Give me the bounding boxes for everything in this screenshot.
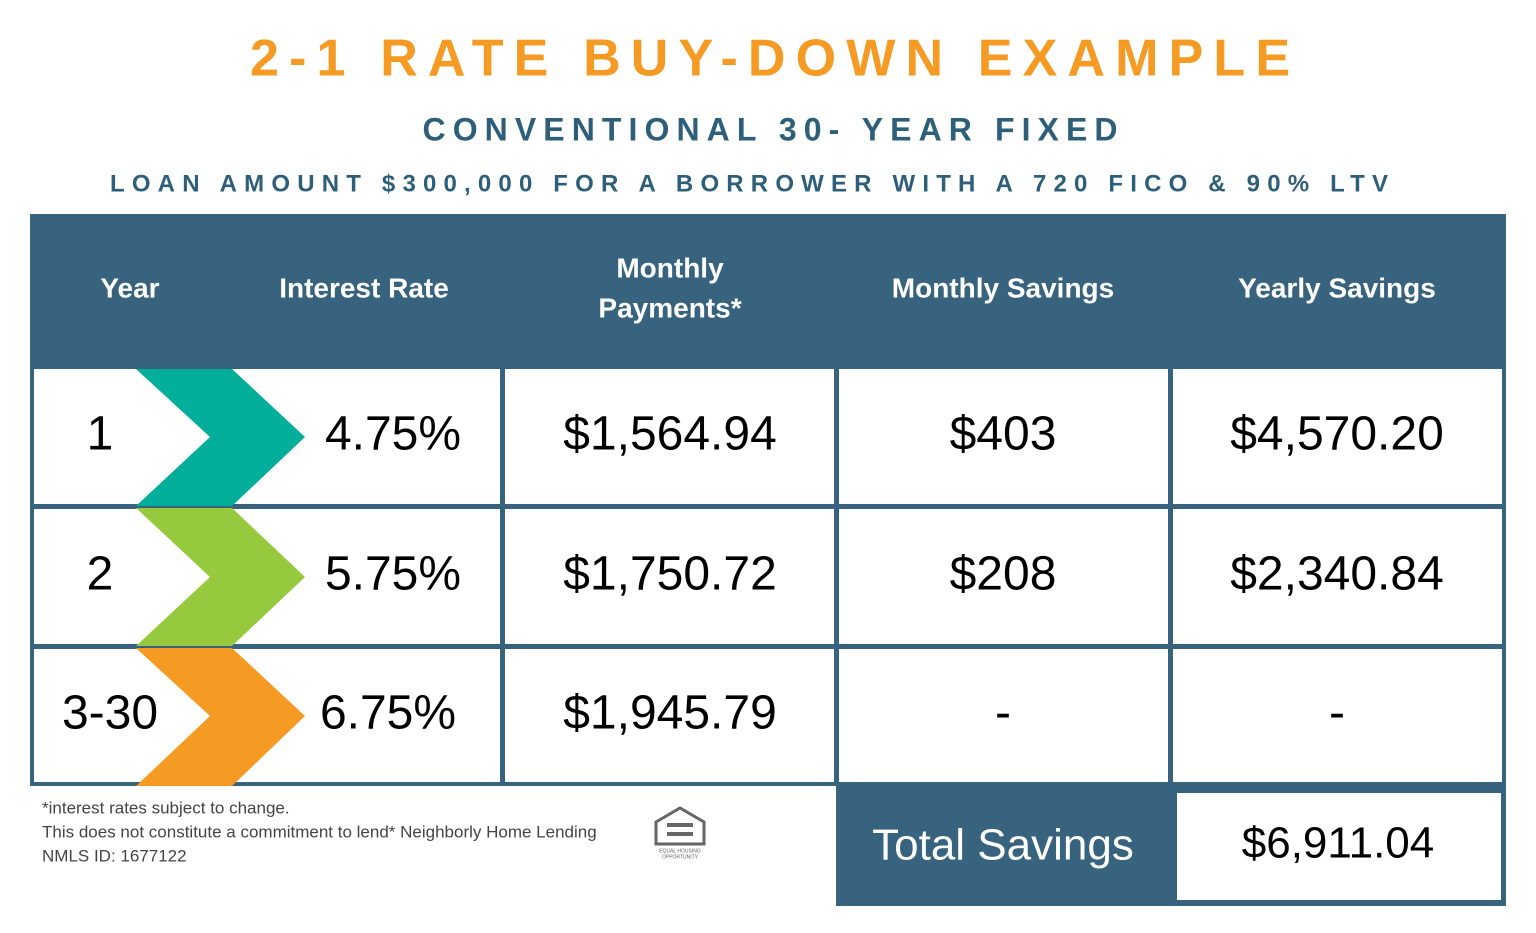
detail: LOAN AMOUNT $300,000 FOR A BORROWER WITH… [110, 170, 1388, 197]
col-header: Interest Rate [279, 272, 449, 303]
monthly-savings: $403 [950, 408, 1057, 461]
note: *interest rates subject to change. [42, 798, 290, 817]
total-value: $6,911.04 [1242, 819, 1434, 868]
note: NMLS ID: 1677122 [42, 846, 187, 865]
col-header: Yearly Savings [1238, 272, 1436, 303]
year: 2 [87, 548, 114, 601]
total-label-cell [836, 786, 1170, 906]
rate: 5.75% [325, 548, 461, 601]
equal-housing-logo: EQUAL HOUSING OPPORTUNITY [654, 806, 706, 860]
chevron [136, 508, 305, 646]
rows: 1 4.75% $1,564.94 $403 $4,570.20 2 5.75% $1,750… [62, 408, 1444, 740]
total-label: Total Savings [872, 821, 1134, 870]
yearly-savings: - [1329, 687, 1345, 740]
col-header: Monthly Savings [892, 272, 1114, 303]
col-header: Monthly [616, 252, 724, 283]
chevron [136, 648, 305, 786]
yearly-savings: $2,340.84 [1230, 548, 1444, 601]
year: 1 [87, 408, 114, 461]
logo-text: OPPORTUNITY [662, 854, 699, 860]
subtitle: CONVENTIONAL 30- YEAR FIXED [423, 111, 1118, 147]
monthly-savings: - [995, 687, 1011, 740]
payment: $1,564.94 [563, 408, 777, 461]
cells [34, 369, 1502, 782]
year: 3-30 [62, 687, 158, 740]
col-header: Payments* [598, 292, 741, 323]
rate: 4.75% [325, 408, 461, 461]
col-header: Year [100, 272, 159, 303]
chevron [136, 369, 305, 506]
yearly-savings: $4,570.20 [1230, 408, 1444, 461]
total-value-cell [1177, 793, 1501, 900]
payment: $1,945.79 [563, 687, 777, 740]
payment: $1,750.72 [563, 548, 777, 601]
monthly-savings: $208 [950, 548, 1057, 601]
logo-text: EQUAL HOUSING [659, 848, 701, 854]
note: This does not constitute a commitment to… [42, 822, 597, 841]
rate: 6.75% [320, 687, 456, 740]
title: 2-1 RATE BUY-DOWN EXAMPLE [250, 30, 1290, 88]
